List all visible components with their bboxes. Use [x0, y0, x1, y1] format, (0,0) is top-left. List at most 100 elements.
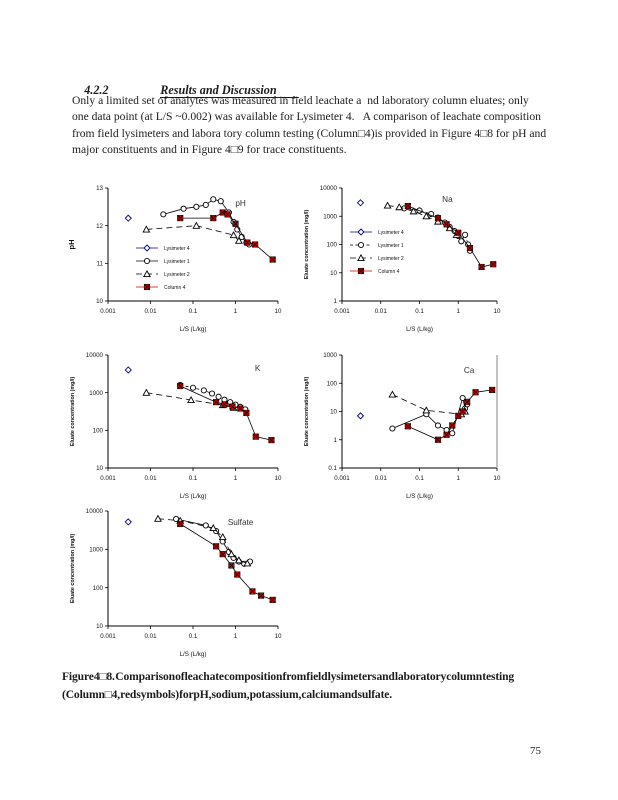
svg-text:1: 1 [234, 308, 238, 315]
chart-ph-title: pH [235, 199, 246, 208]
sulfate-triangle-point [243, 559, 252, 567]
svg-text:0.001: 0.001 [100, 475, 116, 482]
ph-diamond-point [124, 214, 132, 222]
svg-text:0.01: 0.01 [144, 475, 157, 482]
legend-label: Lysimeter 4 [378, 230, 404, 236]
k-square-x-point [252, 433, 259, 440]
sulfate-square-x-point [228, 562, 235, 569]
svg-text:0.001: 0.001 [334, 308, 350, 315]
sulfate-triangle-point [154, 514, 162, 522]
chart-sulfate-ylabel: Eluate concentration (mg/l) [70, 534, 76, 604]
svg-text:10: 10 [494, 308, 501, 315]
svg-text:10: 10 [96, 623, 103, 630]
legend-triangle-marker [143, 269, 151, 278]
ca-square-x-point [472, 389, 479, 396]
sulfate-triangle-point [209, 523, 218, 532]
legend-circle-marker [357, 241, 365, 249]
ca-circle-point [434, 422, 442, 429]
ca-circle-point [449, 430, 456, 437]
legend-label: Column 4 [164, 285, 186, 291]
svg-text:13: 13 [96, 185, 103, 192]
ph-triangle-point [142, 225, 151, 233]
sulfate-square-x-point [177, 520, 184, 527]
ph-circle-point [210, 196, 217, 203]
chart-sulfate-title: Sulfate [228, 518, 254, 527]
k-circle-point [208, 390, 216, 397]
paragraph-line: from field lysimeters and labora tory co… [72, 126, 547, 140]
svg-text:10: 10 [275, 475, 282, 482]
k-square-x-point [237, 405, 244, 412]
ph-square-x-point [244, 239, 251, 246]
ph-circle-point [160, 211, 167, 218]
svg-text:0.001: 0.001 [100, 633, 116, 640]
sulfate-triangle-point [234, 556, 243, 564]
ca-diamond-point [356, 412, 365, 420]
ca-triangle-point [388, 390, 397, 398]
ca-circle-point [459, 394, 466, 402]
svg-text:10000: 10000 [320, 185, 338, 192]
svg-text:1: 1 [334, 437, 338, 444]
figure-caption-line: Figure 4□8. Comparison of leachate compo… [62, 670, 515, 683]
svg-text:0.001: 0.001 [334, 475, 350, 482]
sulfate-square-x-point [258, 592, 265, 599]
svg-text:0.01: 0.01 [375, 475, 388, 482]
body-paragraph: Only a limited set of analytes was measu… [72, 93, 574, 159]
k-circle-point [200, 387, 207, 394]
ca-square-x-point [459, 408, 466, 415]
chart-k-ylabel: Eluate concentration (mg/l) [70, 377, 76, 447]
paragraph-line: one data point (at L/S ~0.002) was avail… [72, 110, 541, 124]
ca-square-x-point [434, 436, 442, 443]
k-triangle-point [142, 388, 151, 396]
na-square-x-point [434, 215, 442, 222]
chart-na-svg: 0.001 0.01 0.1 1 10 1 10 100 1000 10000 L/S (L/kg)… [304, 185, 501, 333]
k-square-x-point [243, 409, 250, 416]
figure-caption: Figure 4□8. Comparison of leachate compo… [62, 668, 570, 703]
chart-ca-ylabel: Eluate concentration (mg/l) [304, 377, 310, 447]
section-title: Results and Discussion [160, 83, 299, 98]
chart-k-title: K [255, 364, 261, 373]
svg-text:0.01: 0.01 [375, 308, 388, 315]
chart-ph-ylabel: pH [67, 240, 76, 250]
figure-4-8: 0.001 0.01 0.1 1 10 10 11 12 13 L/S (L/kg) pH pH Lys… [0, 170, 618, 662]
ca-triangle-point [422, 406, 431, 414]
k-square-x-point [229, 403, 236, 410]
svg-text:1: 1 [457, 308, 461, 315]
ca-square-x-point [449, 422, 456, 429]
svg-text:1000: 1000 [89, 547, 103, 554]
svg-text:10: 10 [330, 409, 337, 416]
svg-text:1000: 1000 [323, 352, 337, 359]
sulfate-square-x-point [219, 551, 226, 558]
chart-k-xlabel: L/S (L/kg) [180, 493, 207, 500]
na-triangle-point [422, 212, 431, 220]
chart-sulfate: 0.001 0.01 0.1 1 10 10 100 1000 10000 L/S (L/kg) E… [60, 503, 290, 662]
ph-square-x-point [177, 215, 184, 222]
svg-text:0.01: 0.01 [144, 308, 157, 315]
sulfate-circle-point [173, 515, 180, 523]
sulfate-square-x-point [213, 543, 220, 550]
ph-square-x-point [232, 220, 239, 227]
legend-circle-marker [143, 257, 151, 265]
chart-ca: 0.001 0.01 0.1 1 10 0.1 1 10 100 1000 L/S (L/kg) El… [294, 347, 509, 504]
svg-text:11: 11 [97, 261, 104, 268]
na-circle-point [462, 231, 469, 238]
chart-ca-svg: 0.001 0.01 0.1 1 10 0.1 1 10 100 1000 L/S (L/kg) El… [304, 352, 501, 500]
chart-ph-xlabel: L/S (L/kg) [180, 326, 207, 333]
ph-square-x-point [224, 211, 231, 218]
chart-ca-title: Ca [464, 366, 475, 375]
svg-text:0.1: 0.1 [328, 465, 337, 472]
ph-square-x-point [210, 215, 217, 222]
sulfate-circle-point [202, 522, 209, 529]
legend-label: Lysimeter 1 [378, 243, 404, 249]
svg-text:0.1: 0.1 [189, 633, 198, 640]
figure-caption-line: (Column□4, red symbols) for pH, sodium, … [62, 687, 393, 701]
chart-na-xlabel: L/S (L/kg) [406, 326, 433, 333]
chart-k: 0.001 0.01 0.1 1 10 10 100 1000 10000 L/S (L/kg) E… [60, 347, 290, 504]
ca-square-x-point [404, 423, 411, 430]
k-triangle-point [187, 395, 196, 404]
ph-triangle-point [234, 236, 243, 244]
ca-square-x-point [443, 431, 450, 438]
na-square-x-point [404, 202, 411, 210]
na-diamond-point [356, 199, 365, 207]
svg-text:12: 12 [96, 223, 103, 230]
k-circle-point [215, 393, 222, 400]
